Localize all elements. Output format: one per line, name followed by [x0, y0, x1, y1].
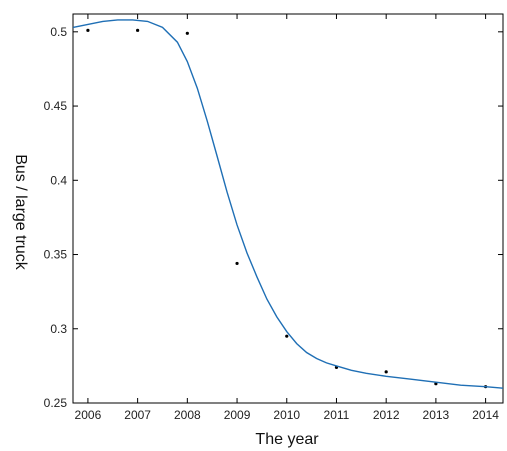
y-tick-label: 0.45 [44, 99, 68, 113]
data-point [136, 28, 140, 32]
y-tick-label: 0.4 [50, 173, 67, 187]
x-tick-label: 2007 [124, 408, 151, 422]
x-tick-label: 2011 [324, 408, 350, 422]
x-tick-label: 2006 [75, 408, 102, 422]
data-point [285, 334, 289, 338]
y-tick-label: 0.35 [44, 248, 68, 262]
axis-ticks: 2006 2007 2008 2009 2010 2011 2012 2013 2014 0.25… [44, 14, 503, 422]
x-tick-label: 2013 [423, 408, 450, 422]
plot-frame [72, 13, 504, 404]
x-tick-label: 2010 [273, 408, 300, 422]
data-point [185, 31, 189, 35]
y-tick-label: 0.25 [44, 396, 68, 410]
y-tick-label: 0.5 [50, 25, 67, 39]
chart-marks [72, 19, 504, 389]
data-point [384, 370, 388, 374]
y-tick-label: 0.3 [50, 322, 67, 336]
x-tick-label: 2009 [224, 408, 251, 422]
x-tick-label: 2012 [373, 408, 400, 422]
data-point [235, 261, 239, 266]
x-tick-label: 2014 [472, 408, 499, 422]
y-axis-title: Bus / large truck [12, 154, 29, 271]
data-point [86, 28, 90, 32]
fitted-curve [72, 19, 504, 389]
x-axis-title: The year [255, 431, 319, 448]
x-tick-label: 2008 [174, 408, 201, 422]
plot-area [72, 13, 504, 404]
